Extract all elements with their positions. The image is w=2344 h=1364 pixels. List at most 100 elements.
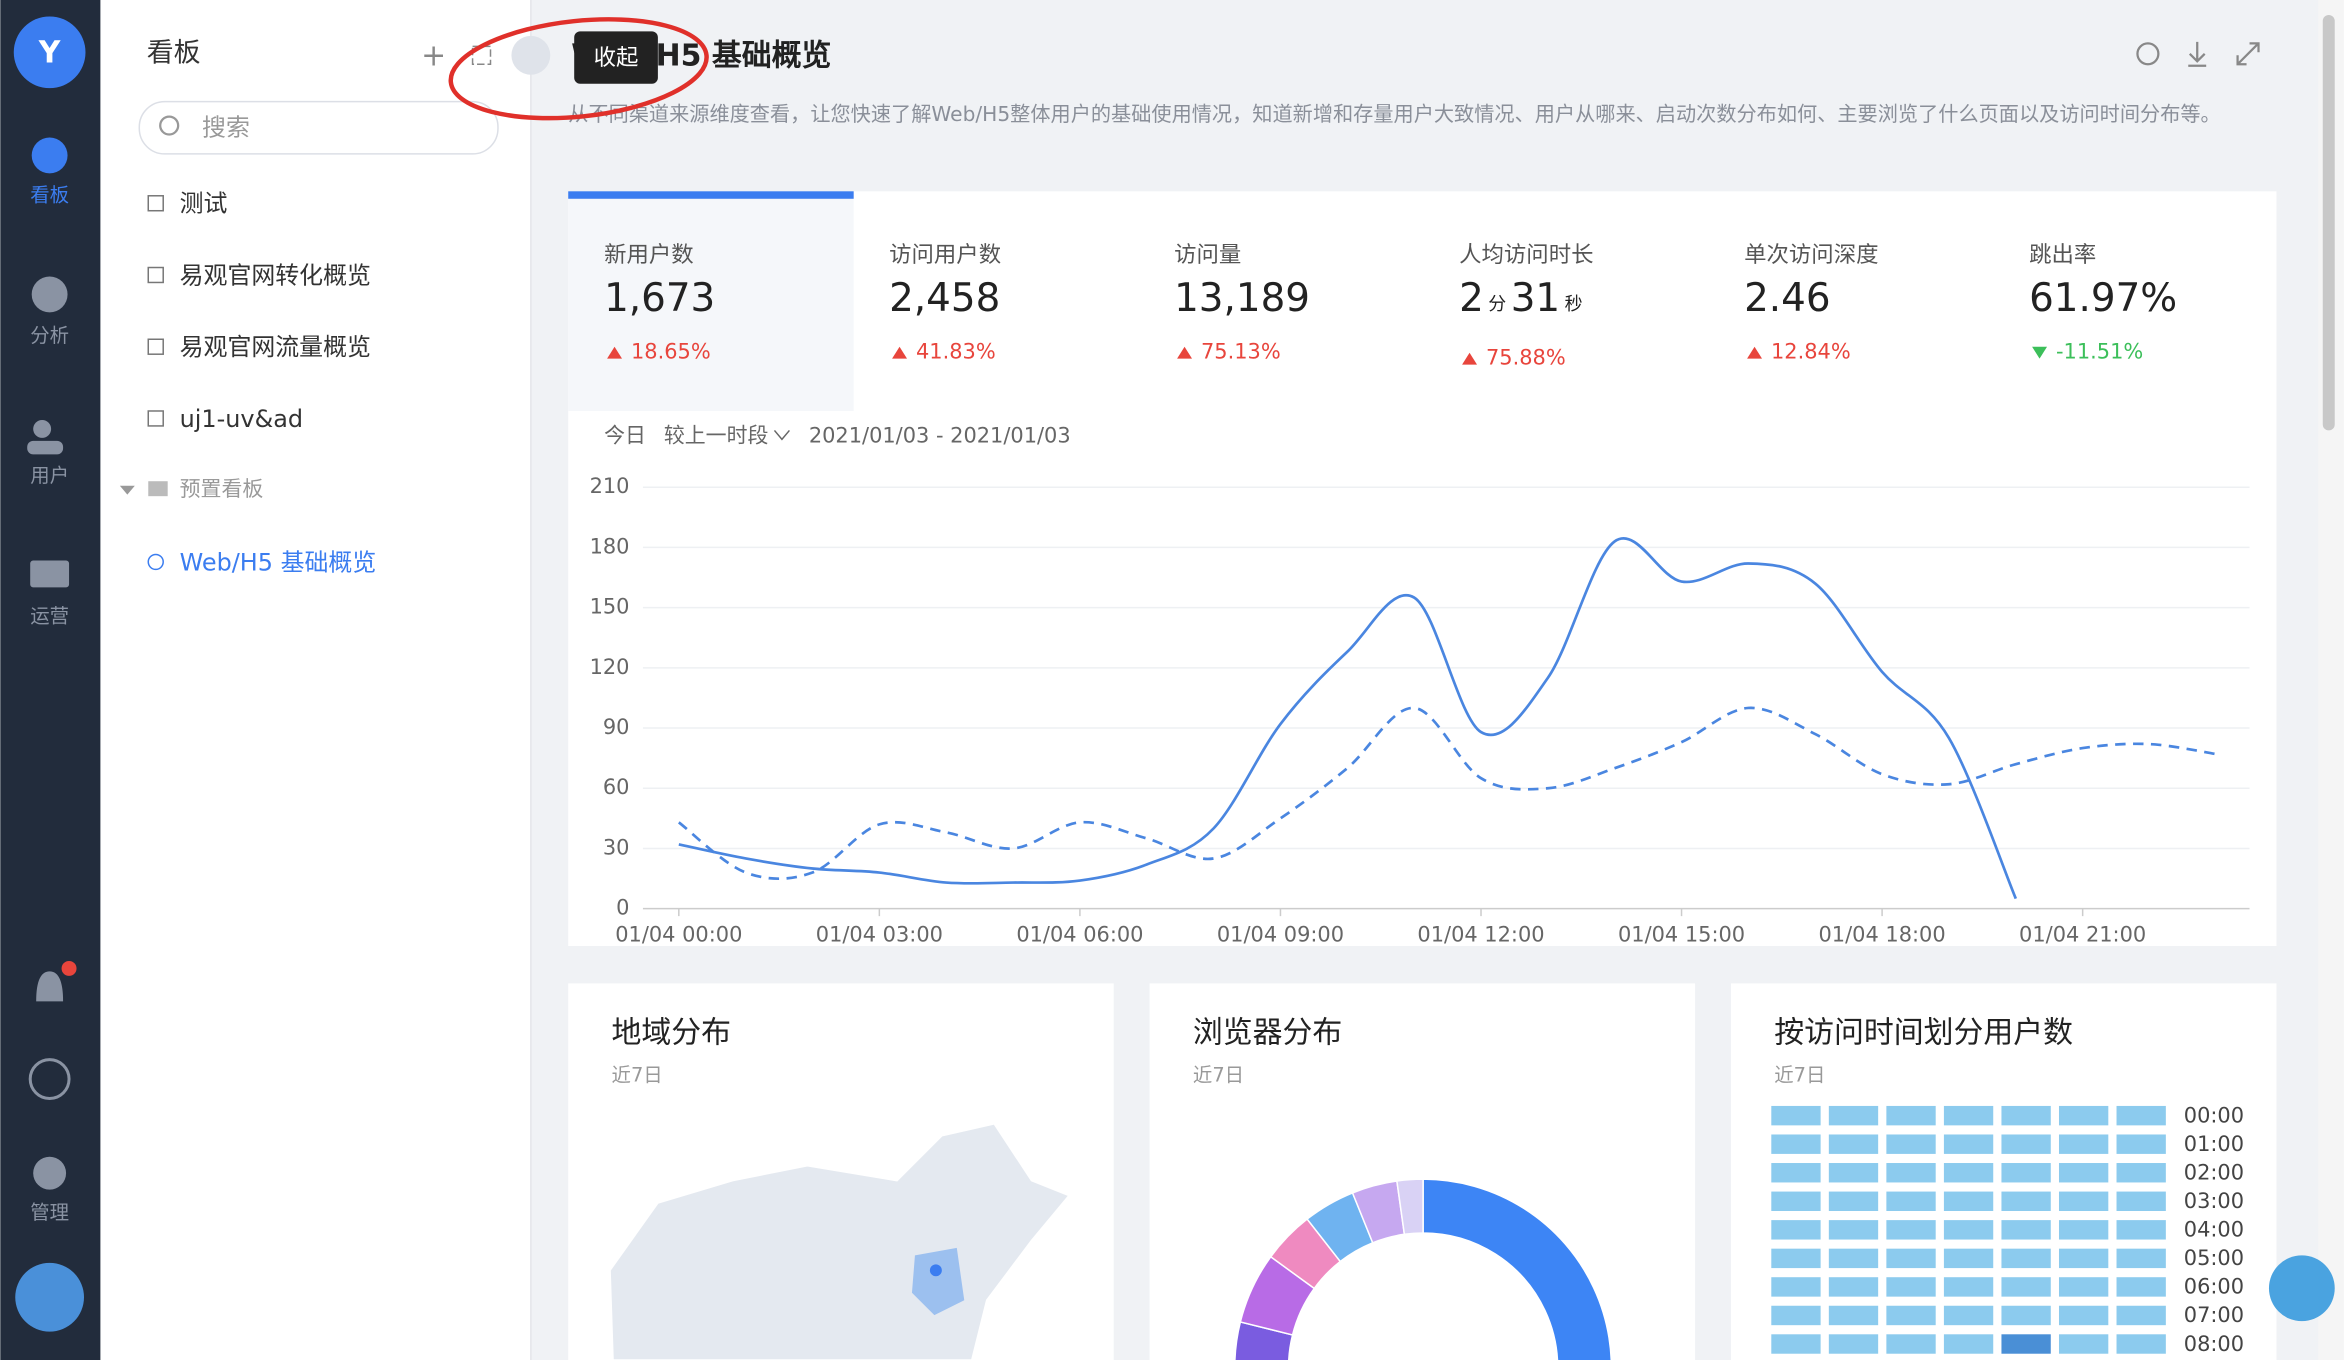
time-label: 06:00 <box>2184 1275 2244 1299</box>
fullscreen-button[interactable] <box>2236 42 2260 66</box>
heat-cell <box>2116 1105 2166 1126</box>
x-tick-label: 01/04 12:00 <box>1417 923 1544 947</box>
map-region <box>911 1247 965 1316</box>
nav-item[interactable]: 分析 <box>30 324 69 347</box>
heat-cell <box>1828 1105 1879 1126</box>
kpi-label: 单次访问深度 <box>1744 242 1878 268</box>
series-line <box>678 537 2018 900</box>
period-filter[interactable]: 今日 <box>604 423 646 447</box>
trend-arrow <box>892 346 908 359</box>
grid-button[interactable] <box>471 45 492 66</box>
assistant-button[interactable] <box>2268 1255 2335 1322</box>
board-item[interactable]: uj1-uv&ad <box>180 405 303 433</box>
heat-cell <box>2116 1134 2166 1154</box>
kpi-change: 41.83% <box>916 340 996 364</box>
trend-arrow <box>1747 346 1763 359</box>
heat-cell <box>1943 1105 1994 1126</box>
heat-cell <box>1771 1134 1821 1154</box>
heat-cell <box>2001 1248 2051 1269</box>
heat-cell <box>1943 1248 1994 1269</box>
trend-arrow <box>2032 346 2048 359</box>
folder-label[interactable]: 预置看板 <box>180 477 264 501</box>
panel-subtitle: 近7日 <box>1193 1064 1244 1087</box>
active-board[interactable]: Web/H5 基础概览 <box>180 548 377 576</box>
map-region <box>929 1264 942 1277</box>
panel-subtitle: 近7日 <box>612 1064 663 1087</box>
board-item[interactable]: 易观官网转化概览 <box>180 261 371 289</box>
board-icon <box>147 553 164 571</box>
compare-filter[interactable]: 较上一时段 <box>664 423 769 447</box>
kpi-value: 13,189 <box>1174 276 1310 321</box>
heat-cell <box>2058 1334 2109 1354</box>
nav-item[interactable]: 运营 <box>30 605 69 628</box>
board-item[interactable]: 易观官网流量概览 <box>180 333 371 361</box>
bell-icon[interactable] <box>36 971 64 1002</box>
add-button[interactable]: + <box>421 38 446 73</box>
nav-icon <box>31 276 68 313</box>
folder-caret[interactable] <box>119 485 135 495</box>
dropdown-caret <box>773 429 790 441</box>
y-tick-label: 120 <box>590 655 630 679</box>
notification-dot <box>61 960 77 976</box>
heat-cell <box>2001 1277 2051 1297</box>
heat-cell <box>2116 1163 2166 1183</box>
x-tick-label: 01/04 09:00 <box>1217 923 1344 947</box>
heat-cell <box>1771 1105 1821 1126</box>
annotation-circle <box>448 17 709 121</box>
scroll-thumb[interactable] <box>2322 14 2335 431</box>
heat-cell <box>1943 1334 1994 1354</box>
trend-arrow <box>1177 346 1193 359</box>
heat-cell <box>1943 1134 1994 1154</box>
logo-text: Y <box>38 35 61 70</box>
kpi-label: 访问量 <box>1174 242 1241 268</box>
kpi-change: 18.65% <box>631 340 711 364</box>
time-label: 05:00 <box>2184 1246 2244 1270</box>
search-icon <box>159 115 180 136</box>
heat-cell <box>1771 1220 1821 1240</box>
kpi-change: 75.88% <box>1486 346 1566 370</box>
nav-item[interactable]: 看板 <box>30 183 69 206</box>
heat-cell <box>1828 1163 1879 1183</box>
heat-cell <box>2001 1305 2051 1326</box>
heat-cell <box>2058 1191 2109 1211</box>
x-tick-label: 01/04 06:00 <box>1016 923 1143 947</box>
heat-cell <box>1771 1305 1821 1326</box>
kpi-value: 61.97% <box>2029 276 2177 321</box>
board-icon <box>147 266 164 284</box>
time-label: 00:00 <box>2184 1103 2244 1127</box>
kpi-label: 新用户数 <box>604 242 694 268</box>
kpi-selected-bar <box>568 191 854 199</box>
collapse-button[interactable] <box>511 35 551 75</box>
heat-cell <box>2058 1220 2109 1240</box>
heat-cell <box>1886 1220 1936 1240</box>
heat-cell <box>2116 1305 2166 1326</box>
logo[interactable] <box>13 16 86 89</box>
heat-cell <box>2116 1220 2166 1240</box>
heat-cell <box>2058 1134 2109 1154</box>
refresh-button[interactable] <box>2136 42 2160 66</box>
heat-cell <box>1886 1105 1936 1126</box>
heat-cell <box>1828 1191 1879 1211</box>
user-avatar[interactable] <box>15 1262 85 1332</box>
board-item[interactable]: 测试 <box>180 190 228 218</box>
board-icon <box>147 410 164 427</box>
heat-cell <box>1771 1277 1821 1297</box>
kpi-label: 跳出率 <box>2029 242 2096 268</box>
tooltip <box>574 31 658 84</box>
download-button[interactable] <box>2188 41 2207 67</box>
nav-item[interactable]: 用户 <box>30 464 69 487</box>
link-icon[interactable] <box>28 1058 71 1100</box>
panel-title: 按访问时间划分用户数 <box>1774 1016 2073 1051</box>
heat-cell <box>1943 1191 1994 1211</box>
date-range: 2021/01/03 - 2021/01/03 <box>809 423 1071 447</box>
panel-subtitle: 近7日 <box>1774 1064 1825 1087</box>
heat-cell <box>1943 1277 1994 1297</box>
heat-cell <box>2058 1305 2109 1326</box>
search-box[interactable] <box>138 100 499 155</box>
nav-item[interactable]: 管理 <box>30 1201 69 1224</box>
heat-cell <box>1886 1134 1936 1154</box>
kpi-change: -11.51% <box>2056 340 2143 364</box>
panel-card <box>1149 983 1696 1360</box>
